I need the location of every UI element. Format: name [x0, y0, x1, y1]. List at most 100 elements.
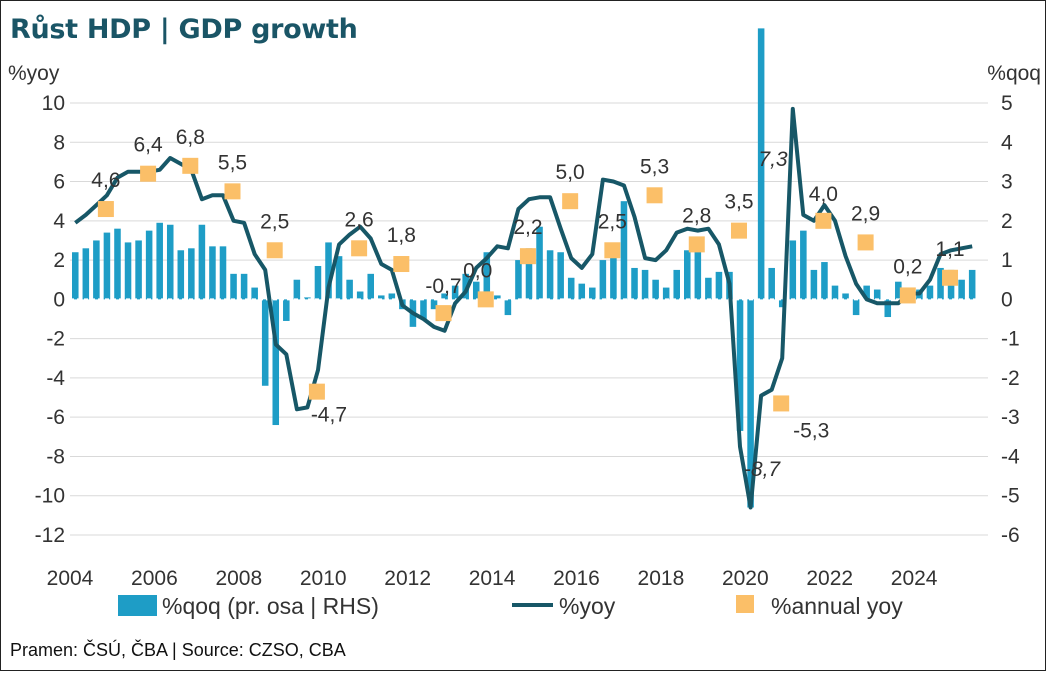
y2-tick-label: 0: [1001, 288, 1013, 311]
qoq-bar: [778, 299, 786, 308]
y2-tick-label: -6: [1001, 524, 1020, 547]
x-tick-label: 2012: [384, 567, 431, 590]
yoy-line-path: [74, 106, 973, 510]
y2-tick-label: 4: [1001, 131, 1013, 154]
qoq-bar: [800, 230, 807, 300]
qoq-bar: [188, 248, 195, 300]
qoq-bar: [93, 240, 100, 300]
x-tick-label: 2016: [553, 567, 600, 590]
y2-axis-label: %qoq: [987, 62, 1041, 85]
legend-label-qoq: %qoq (pr. osa | RHS): [162, 593, 379, 619]
qoq-bar: [420, 299, 427, 319]
qoq-bar: [789, 240, 797, 300]
qoq-bar: [557, 252, 564, 300]
gridlines: [70, 102, 988, 536]
annotation-label: 7,3: [758, 148, 788, 171]
x-tick-label: 2024: [891, 567, 938, 590]
qoq-bar: [842, 293, 849, 300]
y-tick-label: -10: [35, 485, 65, 508]
y-tick-label: -8: [46, 445, 65, 468]
qoq-bar: [114, 228, 121, 300]
x-tick-label: 2010: [300, 567, 347, 590]
y-tick-label: -4: [46, 367, 65, 390]
annual-data-label: 0,2: [893, 255, 922, 278]
annual-squares: [97, 157, 959, 412]
qoq-bar: [852, 299, 860, 316]
annual-square: [519, 248, 536, 265]
qoq-bar: [135, 240, 142, 300]
annotation-label: -8,7: [744, 458, 782, 481]
y2-tick-label: -5: [1001, 485, 1020, 508]
qoq-bar: [684, 250, 691, 300]
y2-tick-label: 5: [1001, 92, 1013, 115]
qoq-bar: [546, 250, 554, 300]
annual-square: [857, 234, 874, 251]
qoq-bar: [272, 299, 280, 426]
qoq-bar: [430, 299, 438, 310]
qoq-bar: [230, 273, 237, 300]
qoq-bar: [705, 277, 712, 300]
qoq-bar: [177, 250, 185, 300]
legend-square-swatch: [736, 595, 754, 613]
qoq-bar: [662, 287, 670, 300]
qoq-bar: [515, 260, 522, 300]
qoq-bar: [895, 281, 902, 300]
qoq-bar: [378, 295, 385, 300]
qoq-bar: [472, 281, 480, 300]
y2-tick-label: 1: [1001, 249, 1013, 272]
y-tick-label: 4: [53, 210, 65, 233]
annual-data-label: 2,5: [260, 210, 289, 233]
y-tick-label: 0: [53, 288, 65, 311]
y2-tick-label: 3: [1001, 171, 1013, 194]
annual-square: [815, 212, 832, 229]
qoq-bar: [346, 279, 353, 300]
y-tick-label: 6: [53, 171, 65, 194]
annual-data-label: 2,8: [682, 204, 711, 227]
qoq-bar: [388, 293, 396, 300]
annual-data-label: 5,3: [640, 155, 669, 178]
qoq-bar: [757, 28, 765, 300]
qoq-bar: [314, 265, 322, 300]
x-tick-label: 2022: [806, 567, 853, 590]
y-tick-label: -6: [46, 406, 65, 429]
qoq-bar: [673, 269, 680, 300]
qoq-bar: [240, 273, 248, 300]
annual-square: [140, 165, 157, 182]
qoq-bar: [261, 299, 269, 386]
qoq-bars: [72, 28, 976, 508]
annual-square: [730, 222, 747, 239]
qoq-bar: [958, 279, 965, 300]
qoq-bar: [567, 277, 575, 300]
qoq-bar: [156, 222, 163, 300]
y2-tick-label: -1: [1001, 328, 1020, 351]
y2-tick-label: 2: [1001, 210, 1013, 233]
qoq-bar: [715, 271, 723, 300]
qoq-bar: [82, 248, 90, 300]
qoq-bar: [251, 287, 258, 300]
qoq-bar: [937, 267, 944, 300]
qoq-bar: [293, 279, 301, 300]
annual-data-label: 2,2: [513, 216, 542, 239]
qoq-bar: [494, 295, 501, 300]
annual-square: [266, 242, 283, 259]
qoq-bar: [747, 299, 754, 508]
qoq-bar: [610, 248, 617, 300]
qoq-bar: [736, 299, 744, 431]
x-tick-label: 2014: [469, 567, 516, 590]
yoy-line: [74, 106, 973, 510]
annual-data-label: 6,8: [176, 126, 205, 149]
qoq-bar: [926, 285, 934, 300]
qoq-bar: [367, 273, 374, 300]
qoq-bar: [620, 201, 628, 300]
annual-data-label: 0,0: [463, 259, 492, 282]
annual-square: [308, 383, 325, 400]
qoq-bar: [451, 285, 459, 300]
y2-tick-label: -4: [1001, 445, 1020, 468]
annual-data-label: 6,4: [133, 134, 163, 157]
annual-square: [224, 183, 241, 200]
annual-square: [688, 236, 705, 253]
axes: %yoy %qoq 1086420-2-4-6-8-10-12543210-1-…: [8, 62, 1041, 590]
qoq-bar: [504, 299, 512, 316]
y-tick-label: 10: [42, 92, 65, 115]
